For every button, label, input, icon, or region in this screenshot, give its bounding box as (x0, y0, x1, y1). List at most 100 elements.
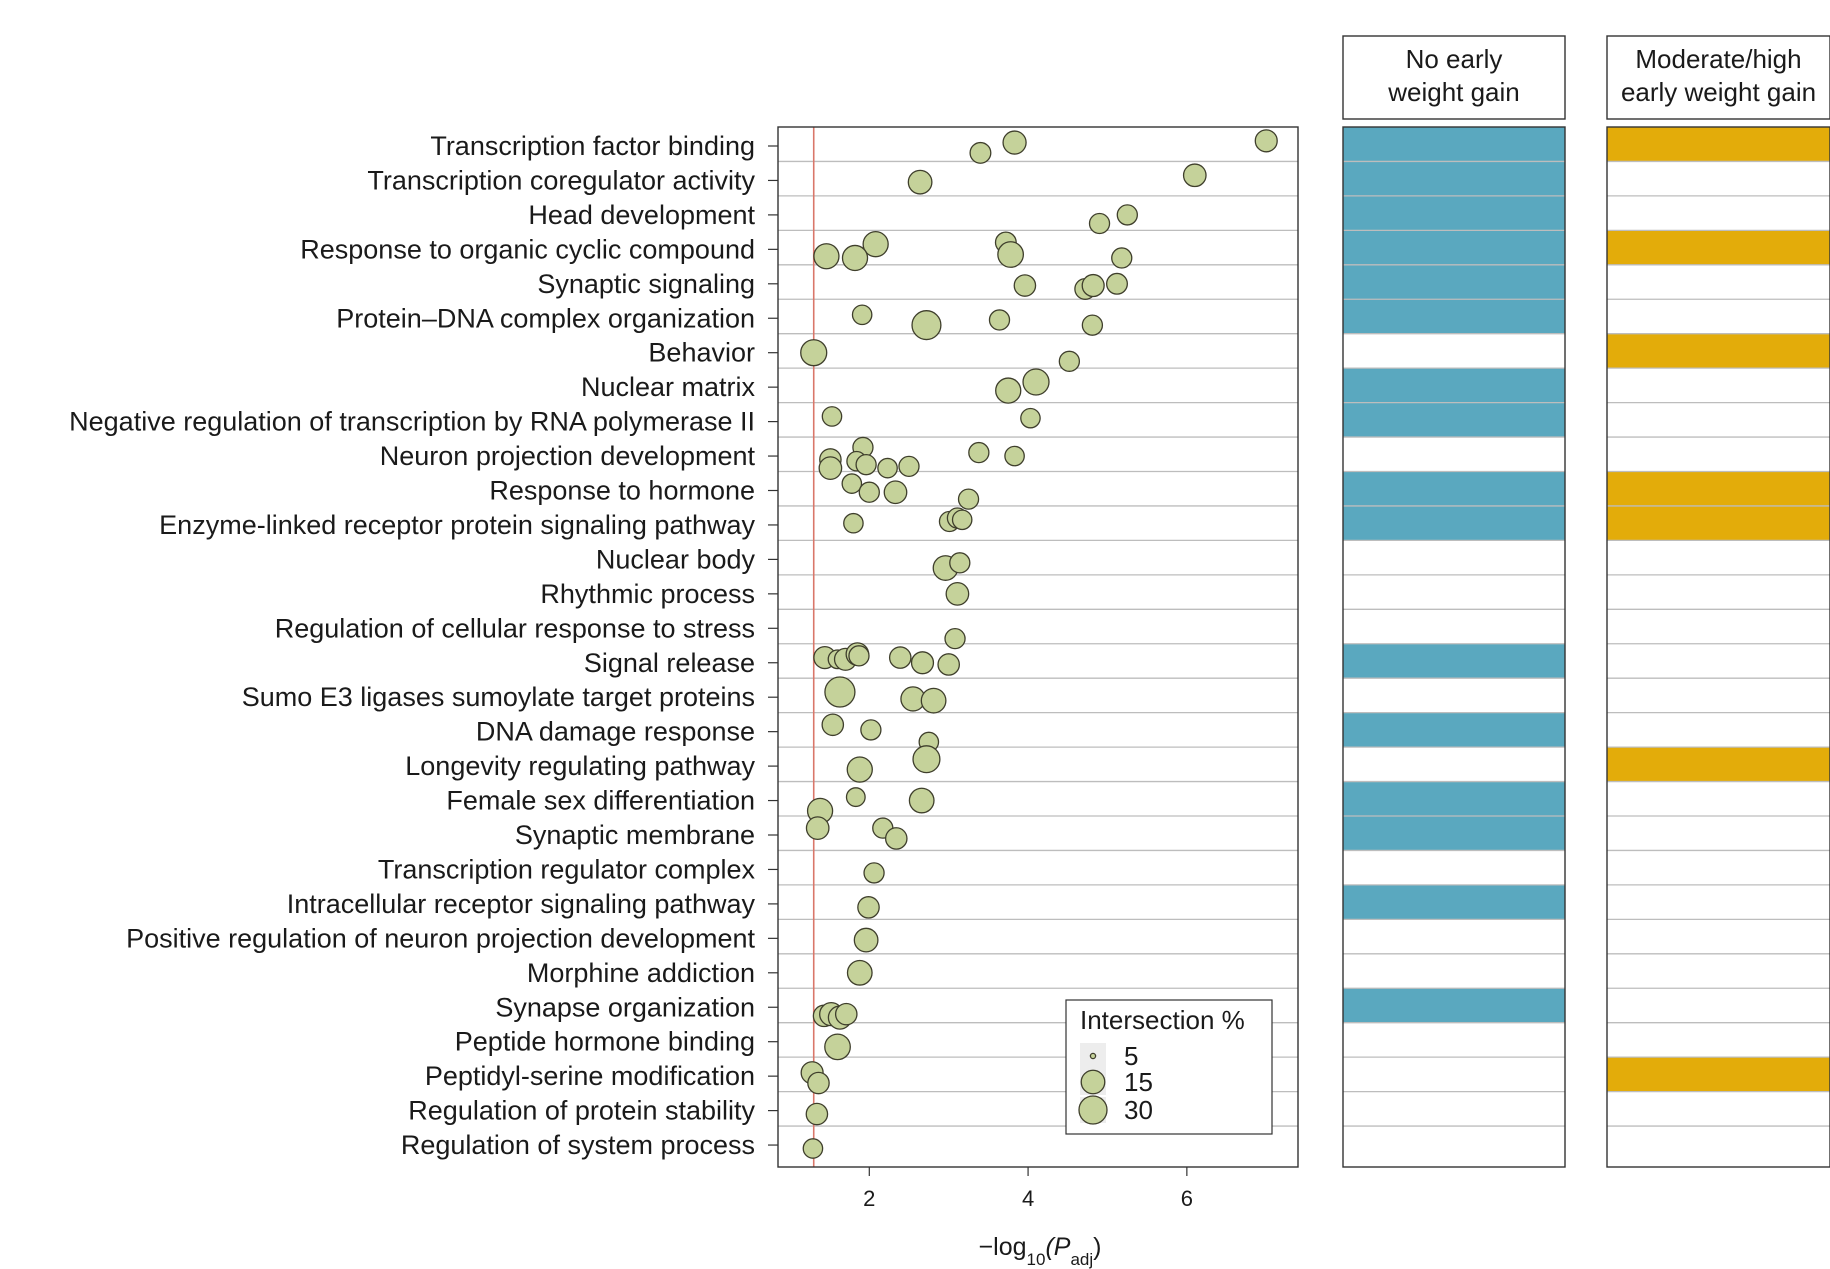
data-point (845, 787, 866, 808)
group-flag-cell (1343, 781, 1565, 816)
group-flag-cell (1343, 988, 1565, 1023)
pathway-label: Nuclear matrix (581, 372, 756, 402)
pathway-label: Transcription regulator complex (378, 854, 756, 884)
group-flag-cell (1343, 195, 1565, 231)
group-flag-cell (1343, 643, 1565, 679)
data-point (841, 473, 863, 494)
data-point (863, 862, 885, 884)
data-point (846, 959, 873, 986)
data-point (988, 309, 1011, 331)
pathway-label: Rhythmic process (540, 579, 755, 609)
data-point (1111, 247, 1133, 269)
x-tick-label: 6 (1181, 1186, 1193, 1211)
pathway-label: Peptidyl-serine modification (425, 1061, 755, 1091)
group-flag-cell (1343, 816, 1565, 851)
data-point (888, 646, 912, 669)
pathway-label: Enzyme-linked receptor protein signaling… (159, 510, 755, 540)
pathway-label: Protein–DNA complex organization (336, 303, 755, 333)
group-flag-cell (1343, 712, 1565, 748)
pathway-label: Intracellular receptor signaling pathway (287, 889, 756, 919)
pathway-label: Regulation of cellular response to stres… (275, 613, 755, 643)
group-header-line1: Moderate/high (1635, 44, 1801, 74)
pathway-label: Response to organic cyclic compound (300, 234, 755, 264)
legend-marker (1080, 1069, 1106, 1095)
group-flag-cell (1343, 471, 1565, 506)
data-point (855, 453, 877, 476)
pathway-label: Synapse organization (495, 992, 755, 1022)
pathway-labels: Transcription factor binding Transcriptio… (69, 131, 778, 1160)
data-point (841, 244, 869, 272)
group-flag-cell (1343, 161, 1565, 196)
data-point (858, 481, 880, 503)
pathway-label: Negative regulation of transcription by … (69, 407, 755, 437)
data-point (1058, 350, 1081, 372)
data-point (802, 1138, 824, 1159)
group-flag-cell (1343, 230, 1565, 265)
pathway-label: DNA damage response (476, 717, 755, 747)
group-flag-cell (1607, 1057, 1830, 1092)
data-point (805, 1102, 829, 1126)
data-point (951, 509, 973, 531)
group-flag-cell (1343, 402, 1565, 438)
data-point (1088, 212, 1111, 235)
group-flag-cell (1343, 884, 1565, 920)
data-point (824, 1033, 851, 1061)
group-flag-cell (1343, 264, 1565, 300)
plot-frame (777, 126, 1299, 1168)
data-point (1116, 204, 1138, 226)
data-point (969, 141, 992, 164)
data-point (1020, 407, 1041, 429)
data-point (818, 456, 843, 480)
pathway-label: Signal release (584, 648, 755, 678)
legend-label: 30 (1124, 1095, 1153, 1125)
pathway-label: Head development (528, 200, 755, 230)
x-tick-label: 4 (1022, 1186, 1034, 1211)
x-label-open: (P (1045, 1233, 1070, 1261)
data-point (957, 488, 980, 510)
group-header-line1: No early (1406, 44, 1503, 74)
legend-label: 5 (1124, 1041, 1138, 1071)
data-point (848, 645, 870, 667)
data-point (843, 512, 864, 534)
data-point (1254, 129, 1278, 153)
data-point (920, 687, 947, 714)
data-point (911, 310, 942, 341)
data-point (883, 480, 908, 505)
data-point (907, 169, 933, 195)
pathway-label: Synaptic membrane (515, 820, 755, 850)
pathway-label: Transcription factor binding (430, 131, 755, 161)
data-point (821, 406, 843, 427)
data-point (877, 457, 898, 479)
legend-title: Intersection % (1080, 1005, 1245, 1035)
data-point (1022, 368, 1050, 396)
pathway-label: Positive regulation of neuron projection… (126, 923, 755, 953)
pathway-label: Female sex differentiation (446, 786, 755, 816)
data-point (1182, 163, 1207, 188)
group-flag-cell (1607, 505, 1830, 541)
data-point (968, 441, 990, 464)
data-point (813, 243, 840, 270)
data-point (945, 581, 970, 606)
pathway-label: Regulation of system process (401, 1130, 755, 1160)
data-point (1013, 274, 1037, 297)
group-flag-cell (1343, 127, 1565, 162)
data-point (995, 377, 1022, 404)
data-points (800, 129, 1278, 1159)
pathway-label: Longevity regulating pathway (405, 751, 755, 781)
legend-marker (1078, 1095, 1108, 1125)
x-label-sub2: adj (1070, 1250, 1093, 1269)
pathway-label: Neuron projection development (380, 441, 756, 471)
group-flag-cell (1343, 368, 1565, 403)
data-point (1105, 272, 1128, 295)
data-point (937, 653, 960, 676)
data-point (910, 651, 935, 675)
pathway-label: Nuclear body (596, 544, 756, 574)
data-point (853, 927, 879, 953)
data-point (912, 745, 941, 774)
data-point (1081, 273, 1105, 298)
group-flag-cell (1343, 505, 1565, 541)
